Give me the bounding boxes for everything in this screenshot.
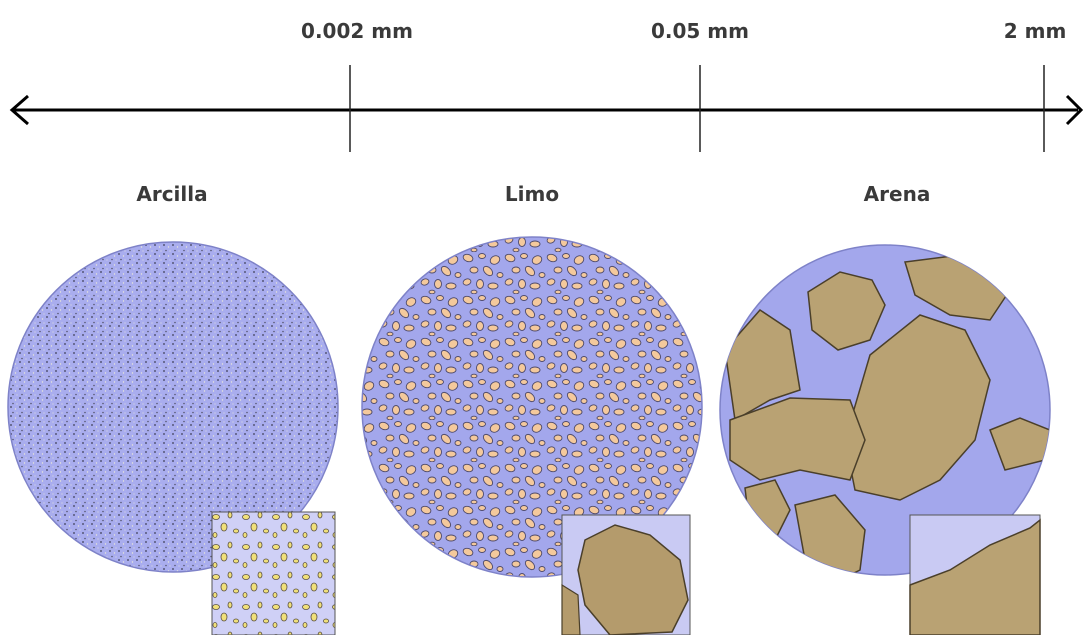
sand-inset-grain bbox=[909, 518, 1041, 635]
silt-inset-grain bbox=[577, 524, 689, 635]
scale-label: 2 mm bbox=[1004, 19, 1067, 43]
silt-illustration bbox=[361, 236, 703, 635]
scale-axis: 0.002 mm 0.05 mm 2 mm bbox=[9, 19, 1083, 152]
sand-grain bbox=[729, 397, 866, 481]
class-name: Limo bbox=[505, 182, 559, 206]
scale-label: 0.05 mm bbox=[651, 19, 749, 43]
class-name: Arcilla bbox=[136, 182, 207, 206]
sand-grain bbox=[807, 271, 886, 351]
silt-inset-grain bbox=[561, 583, 581, 635]
clay-circle bbox=[7, 241, 339, 573]
class-name: Arena bbox=[864, 182, 931, 206]
arrow-left bbox=[9, 94, 29, 126]
silt-circle bbox=[361, 236, 703, 578]
scale-label: 0.002 mm bbox=[301, 19, 413, 43]
clay-illustration bbox=[7, 241, 339, 635]
arrow-right bbox=[1065, 94, 1083, 126]
sand-illustration bbox=[719, 244, 1051, 635]
clay-inset bbox=[211, 511, 336, 635]
